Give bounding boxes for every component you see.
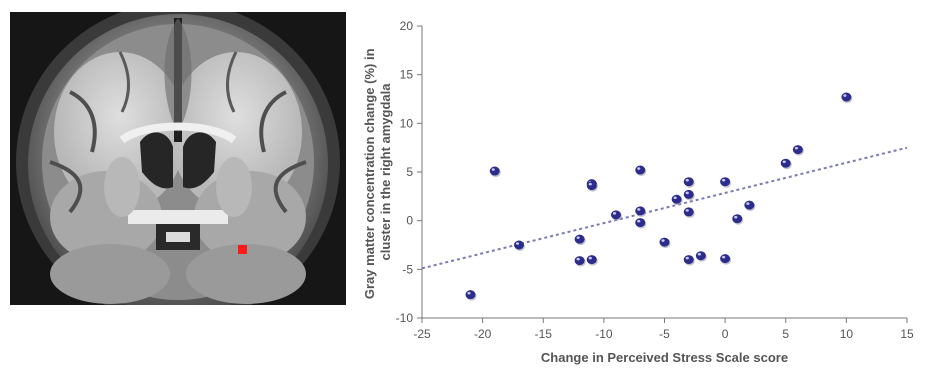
data-point (635, 206, 646, 216)
y-tick-label: 5 (406, 165, 413, 179)
data-point-highlight (722, 255, 726, 259)
data-point (720, 254, 731, 264)
data-point-highlight (685, 191, 689, 195)
data-point-highlight (843, 94, 847, 97)
data-point-highlight (722, 178, 726, 182)
y-tick-label: 15 (400, 68, 414, 82)
data-point (744, 200, 755, 210)
y-tick-label: 10 (400, 116, 414, 130)
data-point-highlight (685, 209, 689, 212)
data-point (635, 218, 646, 228)
data-point (635, 165, 646, 175)
data-point (695, 251, 706, 261)
data-point (611, 210, 621, 220)
data-point-highlight (673, 196, 677, 200)
x-tick-label: -20 (474, 327, 492, 341)
data-point-highlight (697, 252, 701, 256)
data-point-highlight (576, 257, 580, 261)
x-tick-label: -10 (595, 327, 613, 341)
data-point-highlight (746, 202, 750, 205)
amygdala-roi-marker (238, 245, 247, 254)
data-point (732, 214, 743, 224)
scatter-chart: -25 -20 -15 -10 -5 0 5 10 15 -10 -5 0 5 10 15 20 Change… (362, 19, 914, 365)
data-point-highlight (782, 160, 786, 164)
x-tick-label: -25 (413, 327, 431, 341)
x-tick-label: -15 (535, 327, 553, 341)
data-point (574, 256, 585, 266)
x-tick-label: 0 (722, 327, 729, 341)
data-point-highlight (491, 168, 495, 171)
y-axis-title: Gray matter concentration change (%) in … (362, 45, 393, 299)
data-point (683, 207, 694, 217)
data-point-highlight (661, 239, 665, 242)
chart-ticks: -25 -20 -15 -10 -5 0 5 10 15 -10 -5 0 5 10 15 20 (396, 19, 914, 341)
data-point (659, 237, 670, 247)
x-tick-label: 15 (900, 327, 914, 341)
data-point-highlight (685, 178, 689, 182)
data-point-highlight (794, 146, 798, 150)
data-point-highlight (588, 182, 592, 186)
y-tick-label: 0 (406, 214, 413, 228)
data-point (514, 240, 524, 250)
data-point (683, 255, 694, 265)
data-point (841, 92, 852, 102)
x-tick-label: 5 (782, 327, 789, 341)
data-point-highlight (515, 242, 520, 245)
data-point-highlight (467, 291, 471, 295)
data-point (780, 158, 791, 168)
data-point (586, 181, 597, 191)
data-point (720, 177, 731, 187)
brain-mri-image (10, 12, 346, 305)
chart-points (465, 92, 853, 301)
data-point (586, 255, 597, 265)
data-point-highlight (637, 208, 641, 211)
data-point (489, 166, 500, 176)
data-point-highlight (612, 212, 617, 215)
y-tick-label: -5 (402, 262, 413, 276)
data-point-highlight (637, 167, 641, 170)
data-point (465, 290, 476, 300)
y-tick-label: 20 (400, 19, 414, 33)
data-point-highlight (637, 219, 641, 223)
y-axis-title-line-2: cluster in the right amygdala (378, 83, 393, 261)
x-axis-title: Change in Perceived Stress Scale score (541, 350, 788, 365)
y-axis-title-line-1: Gray matter concentration change (%) in (362, 48, 377, 299)
data-point (671, 194, 682, 204)
data-point (683, 189, 694, 199)
data-point-highlight (734, 215, 738, 219)
data-point-highlight (576, 236, 580, 239)
data-point (574, 234, 585, 244)
y-tick-label: -10 (396, 311, 414, 325)
data-point (683, 177, 694, 187)
x-tick-label: -5 (659, 327, 670, 341)
trendline (421, 146, 908, 270)
data-point-highlight (588, 256, 592, 260)
data-point (792, 145, 803, 155)
x-tick-label: 10 (840, 327, 854, 341)
data-point-highlight (685, 256, 689, 260)
